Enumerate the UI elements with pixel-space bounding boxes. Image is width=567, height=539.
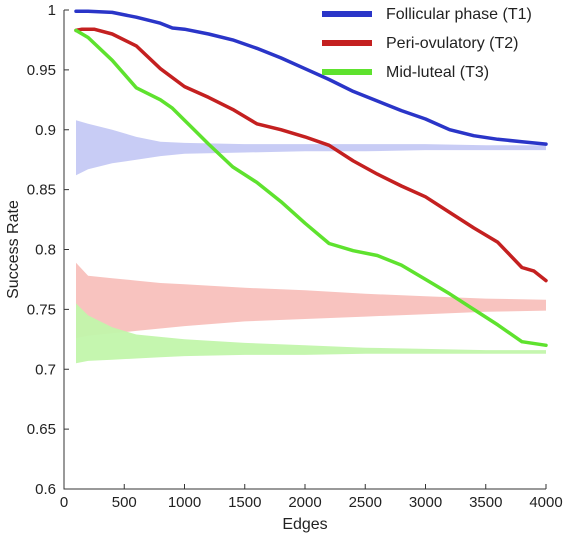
y-tick-label: 0.8 bbox=[35, 242, 56, 259]
series-line-1 bbox=[74, 9, 548, 146]
x-tick-label: 3500 bbox=[469, 494, 502, 511]
legend-label-1: Follicular phase (T1) bbox=[386, 6, 532, 23]
legend-label-2: Peri-ovulatory (T2) bbox=[386, 35, 518, 52]
x-tick-label: 1500 bbox=[228, 494, 261, 511]
variance-bands bbox=[76, 120, 546, 364]
y-tick-label: 0.95 bbox=[27, 62, 56, 79]
y-tick-label: 0.85 bbox=[27, 182, 56, 199]
legend-label-3: Mid-luteal (T3) bbox=[386, 64, 489, 81]
band-2 bbox=[76, 262, 546, 339]
y-tick-label: 0.9 bbox=[35, 122, 56, 139]
x-tick-label: 2000 bbox=[288, 494, 321, 511]
axes: 0 500 1000 1500 2000 2500 3000 3500 4000 0.6 0.65 0… bbox=[27, 2, 563, 511]
x-tick-label: 3000 bbox=[409, 494, 442, 511]
y-tick-label: 1 bbox=[48, 2, 56, 19]
series-lines bbox=[74, 9, 548, 348]
y-tick-label: 0.7 bbox=[35, 361, 56, 378]
series-line-2 bbox=[74, 27, 548, 283]
legend: Follicular phase (T1) Peri-ovulatory (T2)… bbox=[322, 6, 532, 81]
x-tick-label: 500 bbox=[112, 494, 137, 511]
y-tick-label: 0.75 bbox=[27, 301, 56, 318]
y-tick-label: 0.65 bbox=[27, 421, 56, 438]
series-line-3 bbox=[74, 28, 548, 348]
y-tick-label: 0.6 bbox=[35, 481, 56, 498]
band-1 bbox=[76, 120, 546, 176]
band-3 bbox=[76, 303, 546, 364]
x-tick-label: 2500 bbox=[349, 494, 382, 511]
x-axis-title: Edges bbox=[282, 516, 327, 533]
axis-lines bbox=[63, 10, 546, 490]
y-axis-title: Success Rate bbox=[5, 200, 22, 299]
x-tick-label: 0 bbox=[60, 494, 68, 511]
x-tick-label: 4000 bbox=[529, 494, 562, 511]
x-tick-label: 1000 bbox=[168, 494, 201, 511]
